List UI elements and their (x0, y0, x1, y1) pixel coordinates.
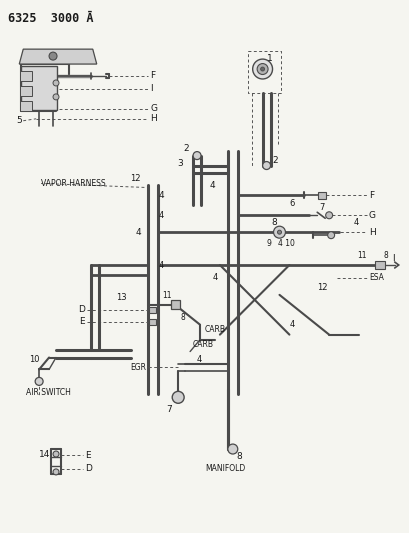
Circle shape (260, 67, 264, 71)
Text: F: F (368, 191, 373, 200)
Text: 4: 4 (135, 228, 141, 237)
Bar (20, 86, 32, 96)
Text: 2: 2 (272, 156, 277, 165)
Text: 9: 9 (266, 239, 271, 248)
Text: 11: 11 (162, 292, 171, 301)
Text: H: H (150, 114, 157, 123)
Circle shape (256, 63, 267, 75)
Circle shape (273, 226, 285, 238)
Text: 8: 8 (180, 313, 184, 322)
Text: 1: 1 (266, 54, 272, 62)
Text: CARB: CARB (204, 325, 225, 334)
Text: 6: 6 (289, 199, 294, 208)
Circle shape (53, 94, 59, 100)
Text: 4: 4 (353, 218, 358, 227)
Text: MANIFOLD: MANIFOLD (204, 464, 245, 473)
Text: I: I (150, 84, 153, 93)
Circle shape (262, 161, 270, 169)
Text: 2: 2 (183, 144, 188, 153)
Text: E: E (85, 450, 90, 459)
Text: 4: 4 (158, 191, 164, 200)
Circle shape (35, 377, 43, 385)
Text: 3: 3 (177, 159, 182, 168)
Text: 7: 7 (319, 203, 324, 212)
Text: 4 10: 4 10 (278, 239, 294, 248)
Text: 4: 4 (209, 181, 215, 190)
Text: E: E (79, 317, 85, 326)
Text: 13: 13 (115, 293, 126, 302)
Polygon shape (19, 49, 97, 64)
Text: 10: 10 (29, 355, 40, 364)
Circle shape (277, 230, 281, 234)
Circle shape (325, 212, 332, 219)
Circle shape (172, 391, 184, 403)
Text: 8: 8 (271, 218, 276, 227)
Text: EGR: EGR (130, 363, 146, 372)
Circle shape (53, 451, 59, 457)
Circle shape (227, 444, 237, 454)
Text: 14: 14 (39, 449, 50, 458)
Bar (148, 307, 155, 313)
Circle shape (53, 80, 59, 86)
Circle shape (327, 232, 334, 239)
Text: 4: 4 (158, 211, 163, 220)
Bar (20, 71, 32, 81)
Text: AIR SWITCH: AIR SWITCH (26, 388, 71, 397)
Text: G: G (368, 211, 375, 220)
Bar (374, 261, 384, 269)
Text: 8: 8 (383, 251, 388, 260)
Circle shape (252, 59, 272, 79)
Text: 12: 12 (317, 284, 327, 293)
Text: ESA: ESA (368, 273, 383, 282)
Text: D: D (78, 305, 85, 314)
Circle shape (49, 52, 57, 60)
Text: F: F (150, 71, 155, 80)
Text: G: G (150, 104, 157, 114)
Text: D: D (85, 464, 92, 473)
Text: 8: 8 (236, 451, 242, 461)
Text: CARB: CARB (193, 340, 213, 349)
Circle shape (53, 469, 59, 475)
Text: 4: 4 (212, 273, 218, 282)
Text: 4: 4 (289, 320, 294, 329)
Circle shape (193, 151, 200, 159)
Bar (148, 319, 155, 325)
Text: VAPOR HARNESS: VAPOR HARNESS (41, 179, 106, 188)
Text: 7: 7 (166, 405, 172, 414)
Text: 5: 5 (16, 116, 22, 125)
Text: H: H (368, 228, 375, 237)
Text: 11: 11 (356, 251, 366, 260)
Bar (317, 192, 326, 199)
Text: 4: 4 (158, 261, 163, 270)
Text: 12: 12 (130, 174, 141, 183)
Bar (170, 300, 179, 309)
Bar (20, 101, 32, 111)
Text: 6325  3000 Ā: 6325 3000 Ā (8, 12, 94, 25)
Text: 4: 4 (197, 355, 202, 364)
Text: I: I (391, 254, 394, 263)
Bar (21, 66, 57, 110)
